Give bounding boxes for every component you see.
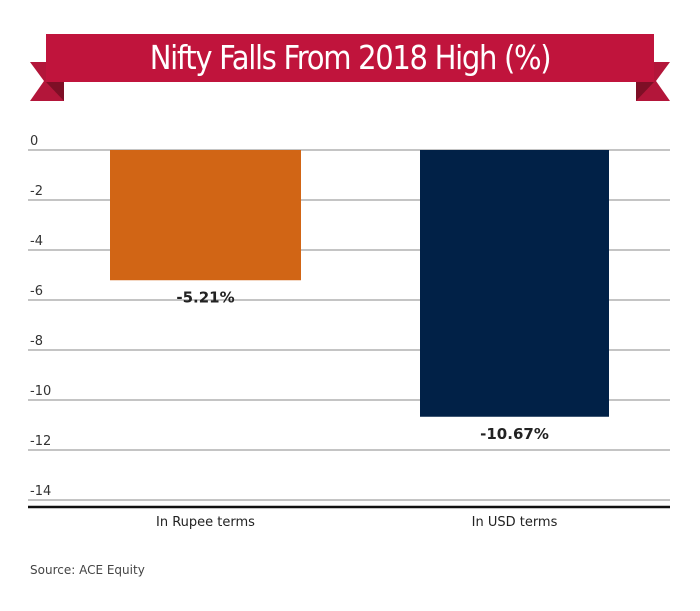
y-tick-label: 0 (30, 134, 38, 149)
banner-body (46, 34, 654, 82)
banner-fold-left (46, 82, 64, 101)
y-tick-label: -8 (30, 334, 43, 349)
y-tick-label: -12 (30, 434, 51, 449)
y-tick-label: -4 (30, 234, 43, 249)
title-banner (30, 34, 670, 101)
banner-fold-right (636, 82, 654, 101)
y-tick-label: -14 (30, 484, 51, 499)
data-label: -10.67% (480, 425, 549, 443)
x-tick-label: In Rupee terms (156, 515, 255, 530)
y-tick-label: -6 (30, 284, 43, 299)
data-label: -5.21% (176, 288, 234, 306)
bar (420, 150, 609, 417)
source-note: Source: ACE Equity (30, 563, 145, 577)
bar (110, 150, 301, 281)
x-tick-label: In USD terms (472, 515, 558, 530)
chart-title: Nifty Falls From 2018 High (%) (149, 38, 552, 77)
y-tick-label: -10 (30, 384, 51, 399)
y-tick-label: -2 (30, 184, 43, 199)
